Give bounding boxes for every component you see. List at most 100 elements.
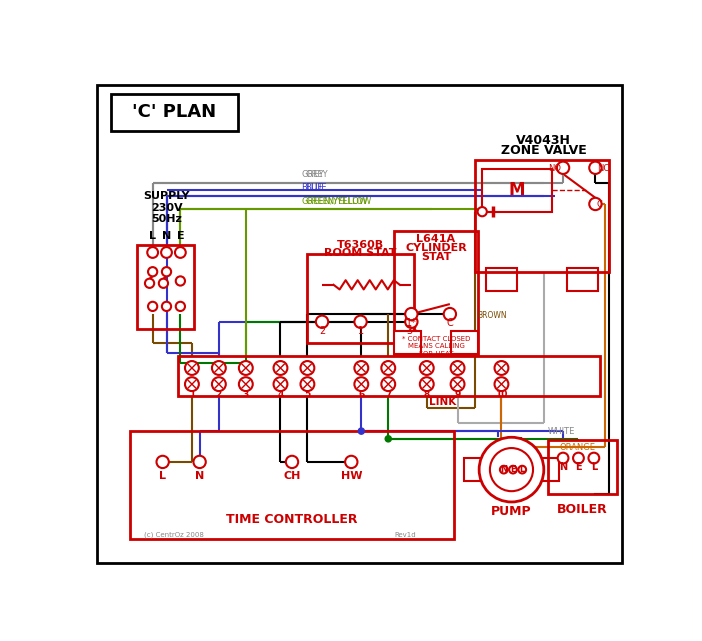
Circle shape	[161, 247, 172, 258]
Text: N: N	[559, 462, 567, 472]
Bar	[131, 431, 453, 539]
Circle shape	[557, 453, 569, 463]
Bar	[394, 331, 420, 354]
Circle shape	[194, 456, 206, 468]
Text: 230V: 230V	[151, 203, 183, 213]
Circle shape	[477, 207, 486, 216]
Text: Rev1d: Rev1d	[395, 532, 416, 538]
Text: * CONTACT CLOSED: * CONTACT CLOSED	[402, 336, 470, 342]
Bar	[138, 245, 194, 329]
Circle shape	[479, 437, 544, 502]
Circle shape	[358, 428, 364, 434]
Text: BOILER: BOILER	[557, 503, 608, 516]
Bar	[567, 268, 597, 291]
Text: 2: 2	[319, 326, 325, 336]
Circle shape	[145, 279, 154, 288]
Circle shape	[148, 267, 157, 276]
Circle shape	[355, 361, 369, 375]
Text: GREEN/YELLOW: GREEN/YELLOW	[305, 197, 371, 206]
Text: L: L	[149, 231, 156, 241]
Circle shape	[451, 361, 465, 375]
Circle shape	[589, 198, 602, 210]
Circle shape	[557, 162, 569, 174]
Text: 4: 4	[277, 390, 284, 399]
Circle shape	[589, 162, 602, 174]
Circle shape	[162, 302, 171, 311]
Text: 3: 3	[243, 390, 249, 399]
Text: ORANGE: ORANGE	[559, 443, 595, 452]
Circle shape	[444, 308, 456, 320]
Text: BLUE: BLUE	[301, 183, 323, 192]
Circle shape	[355, 377, 369, 391]
Circle shape	[300, 361, 314, 375]
Text: L: L	[590, 462, 597, 472]
Text: MEANS CALLING: MEANS CALLING	[408, 344, 465, 349]
Circle shape	[381, 377, 395, 391]
Circle shape	[148, 302, 157, 311]
Text: 7: 7	[385, 390, 392, 399]
Text: 50Hz: 50Hz	[151, 214, 182, 224]
Text: ROOM STAT: ROOM STAT	[324, 248, 397, 258]
Text: WHITE: WHITE	[548, 428, 575, 437]
Bar	[475, 160, 609, 272]
Text: L: L	[159, 470, 166, 481]
Circle shape	[162, 267, 171, 276]
Text: FOR HEAT: FOR HEAT	[419, 351, 453, 357]
Text: 1: 1	[189, 390, 195, 399]
Circle shape	[185, 361, 199, 375]
Circle shape	[239, 377, 253, 391]
Text: E: E	[575, 462, 582, 472]
Bar	[464, 458, 481, 481]
Text: V4043H: V4043H	[517, 133, 571, 147]
Circle shape	[420, 377, 434, 391]
Text: CH: CH	[284, 470, 300, 481]
Circle shape	[239, 361, 253, 375]
Bar	[542, 458, 559, 481]
Bar	[482, 169, 552, 212]
Text: STAT: STAT	[420, 252, 451, 262]
Text: (c) CentrOz 2008: (c) CentrOz 2008	[145, 532, 204, 538]
Text: T6360B: T6360B	[337, 240, 384, 250]
Text: CYLINDER: CYLINDER	[405, 243, 467, 253]
Circle shape	[274, 377, 287, 391]
Text: 5: 5	[304, 390, 310, 399]
Bar	[178, 356, 600, 397]
Text: GREEN/YELLOW: GREEN/YELLOW	[301, 197, 368, 206]
Circle shape	[588, 453, 600, 463]
Text: HW: HW	[340, 470, 362, 481]
Circle shape	[405, 308, 418, 320]
Text: LINK: LINK	[428, 397, 456, 407]
Bar	[111, 94, 238, 131]
Circle shape	[381, 361, 395, 375]
Text: 'C' PLAN: 'C' PLAN	[132, 103, 216, 121]
Text: GREY: GREY	[305, 171, 328, 179]
Text: 1*: 1*	[406, 319, 417, 328]
Text: N: N	[162, 231, 171, 241]
Circle shape	[159, 279, 168, 288]
Circle shape	[286, 456, 298, 468]
Bar	[486, 268, 517, 291]
Circle shape	[518, 466, 526, 474]
Text: E: E	[176, 231, 184, 241]
Text: C: C	[446, 319, 453, 328]
Circle shape	[573, 453, 584, 463]
Circle shape	[345, 456, 357, 468]
Circle shape	[490, 448, 533, 491]
Text: C: C	[597, 200, 603, 209]
Circle shape	[405, 315, 418, 328]
Text: N: N	[501, 465, 508, 474]
Circle shape	[176, 302, 185, 311]
Text: M: M	[509, 181, 525, 199]
Text: 3*: 3*	[406, 326, 417, 336]
Circle shape	[355, 315, 366, 328]
Text: TIME CONTROLLER: TIME CONTROLLER	[226, 513, 358, 526]
Circle shape	[274, 361, 287, 375]
Circle shape	[420, 361, 434, 375]
Text: 2: 2	[216, 390, 222, 399]
Circle shape	[385, 436, 391, 442]
Circle shape	[147, 247, 158, 258]
Text: ZONE VALVE: ZONE VALVE	[501, 144, 587, 156]
Bar	[548, 440, 617, 494]
Circle shape	[316, 315, 329, 328]
Text: 9: 9	[454, 390, 461, 399]
